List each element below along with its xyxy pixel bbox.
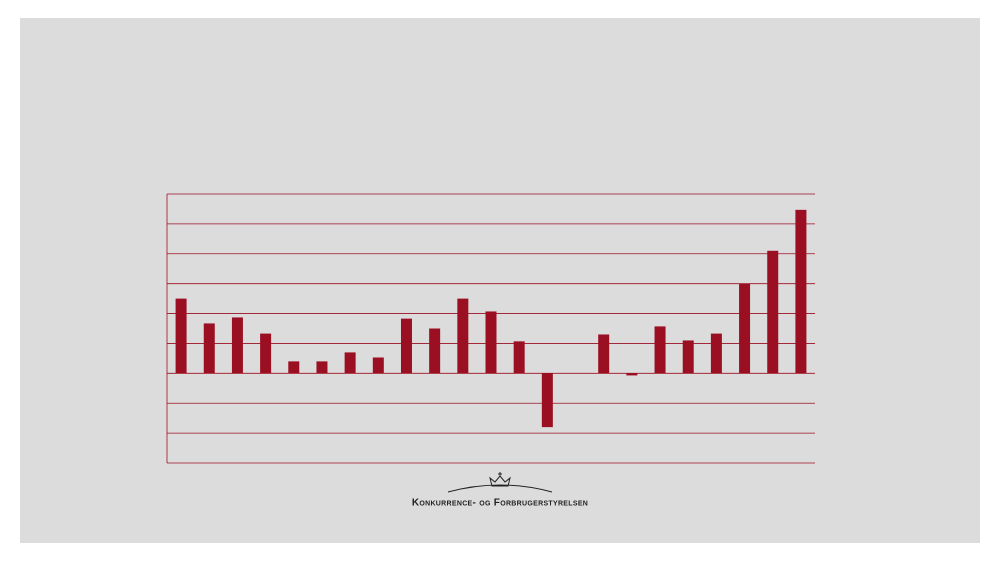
bar [344, 352, 356, 374]
bar [795, 209, 807, 374]
bar [400, 318, 412, 374]
bar [739, 283, 751, 374]
bar [429, 328, 441, 374]
bar [260, 333, 272, 374]
bar [598, 334, 610, 374]
bar [682, 340, 694, 374]
footer-logo-text: Konkurrence- og Forbrugerstyrelsen [412, 498, 588, 509]
bar [485, 311, 497, 374]
bar [316, 361, 328, 374]
panel-background [20, 18, 980, 543]
logo-crown [489, 475, 511, 487]
bar [767, 250, 779, 374]
bar [203, 323, 215, 374]
bar [541, 373, 553, 428]
bar [626, 373, 638, 376]
bar [654, 326, 666, 374]
bar [372, 357, 384, 374]
bar [288, 361, 300, 374]
bar [513, 341, 525, 374]
logo [447, 472, 553, 493]
logo-arc [447, 484, 553, 493]
bar [710, 333, 722, 374]
bar [457, 298, 469, 374]
bar [231, 317, 243, 374]
bar [175, 298, 187, 374]
